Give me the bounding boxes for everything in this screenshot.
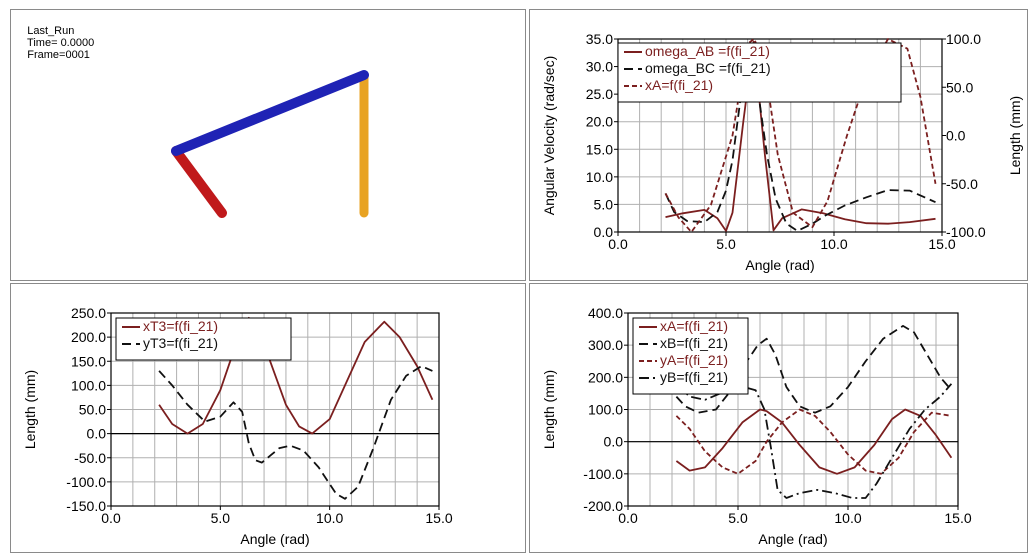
y-tick-label: 100.0	[588, 402, 623, 418]
legend-entry: xA=f(fi_21)	[660, 318, 728, 334]
coupler-link	[171, 70, 369, 156]
y-tick-label: -150.0	[66, 498, 106, 514]
y-axis-label: Angular Velocity (rad/sec)	[541, 56, 557, 216]
y-tick-label: -100.0	[583, 466, 623, 482]
ab-length-chart: 0.0 5.0 10.0 15.0 -200.0 -100.0 0.0 100.0 200.0 3…	[529, 283, 1028, 553]
time-label: Time= 0.0000	[27, 37, 95, 49]
series-line-1	[664, 54, 936, 232]
legend-box	[632, 317, 749, 395]
x-tick-label: 10.0	[316, 510, 343, 526]
legend-entry: omega_AB =f(fi_21)	[645, 43, 770, 59]
y-axis-label: Length (mm)	[541, 370, 557, 449]
legend-entry: omega_BC =f(fi_21)	[645, 60, 771, 76]
y-tick-label: -100.0	[66, 474, 106, 490]
legend-box	[617, 42, 902, 103]
legend-entry: yA=f(fi_21)	[660, 352, 728, 368]
angular-velocity-plot: 0.0 5.0 10.0 15.0 0.0 5.0 10.0 15.0 20.0 25.0 30.0…	[541, 31, 1023, 273]
x-axis-label: Angle (rad)	[745, 257, 814, 273]
y-axis-label: Length (mm)	[22, 370, 38, 449]
x-tick-label: 0.0	[101, 510, 121, 526]
x-tick-label: 10.0	[834, 510, 861, 526]
y-tick-label: 30.0	[586, 59, 613, 75]
series-line-2	[664, 38, 937, 233]
y-tick-label: 200.0	[71, 329, 106, 345]
x-axis-label: Angle (rad)	[240, 531, 309, 547]
y-tick-label: 20.0	[586, 114, 613, 130]
status-bar: Last_Run Time= 0.0000 Frame=0001	[15, 13, 104, 73]
y-tick-label: 0.0	[604, 434, 624, 450]
x-tick-label: 15.0	[944, 510, 971, 526]
series-line-1	[158, 365, 433, 500]
series-line-3	[675, 383, 953, 499]
t3-length-plot: 0.0 5.0 10.0 15.0 -150.0 -100.0 -50.0 0.0 50.0 10…	[22, 305, 453, 547]
y-tick-label: 25.0	[586, 86, 613, 102]
legend-entry: yB=f(fi_21)	[660, 369, 728, 385]
run-name: Last_Run	[27, 25, 75, 37]
animation-viewport[interactable]: Last_Run Time= 0.0000 Frame=0001	[10, 9, 526, 281]
legend: omega_AB =f(fi_21)omega_BC =f(fi_21)xA=f…	[617, 42, 902, 103]
t3-length-chart: 0.0 5.0 10.0 15.0 -150.0 -100.0 -50.0 0.0 50.0 10…	[10, 283, 526, 553]
legend-box	[115, 317, 292, 361]
y-tick-label: 400.0	[588, 305, 623, 321]
series-line-0	[158, 316, 434, 435]
legend-entry: xT3=f(fi_21)	[143, 318, 218, 334]
y2-tick-label: 100.0	[946, 31, 981, 47]
mechanism-view	[171, 70, 369, 218]
legend: xA=f(fi_21)xB=f(fi_21)yA=f(fi_21)yB=f(fi…	[632, 317, 749, 395]
x-tick-label: 5.0	[716, 236, 736, 252]
legend-entry: xA=f(fi_21)	[645, 77, 713, 93]
y2-tick-label: 50.0	[946, 79, 973, 95]
y-tick-label: -50.0	[74, 450, 106, 466]
series-line-0	[675, 408, 953, 475]
y-tick-label: -200.0	[583, 498, 623, 514]
legend-entry: yT3=f(fi_21)	[143, 335, 218, 351]
y2-tick-label: -100.0	[946, 224, 986, 240]
x-tick-label: 5.0	[728, 510, 748, 526]
x-tick-label: 5.0	[211, 510, 231, 526]
y-tick-label: 200.0	[588, 369, 623, 385]
y-tick-label: 50.0	[79, 402, 106, 418]
legend: xT3=f(fi_21)yT3=f(fi_21)	[115, 317, 292, 361]
ab-length-plot: 0.0 5.0 10.0 15.0 -200.0 -100.0 0.0 100.0 200.0 3…	[541, 305, 972, 547]
series-line-0	[665, 40, 936, 232]
y-tick-label: 100.0	[71, 377, 106, 393]
y2-axis-label: Length (mm)	[1007, 96, 1023, 175]
y2-tick-label: -50.0	[946, 176, 978, 192]
x-tick-label: 0.0	[608, 236, 628, 252]
y-tick-label: 0.0	[594, 224, 614, 240]
y-tick-label: 300.0	[588, 337, 623, 353]
x-tick-label: 15.0	[928, 236, 955, 252]
y-tick-label: 35.0	[586, 31, 613, 47]
frame-label: Frame=0001	[27, 49, 90, 61]
y-tick-label: 10.0	[586, 169, 613, 185]
y-tick-label: 150.0	[71, 353, 106, 369]
y2-tick-label: 0.0	[946, 128, 966, 144]
x-axis-label: Angle (rad)	[758, 531, 827, 547]
y-tick-label: 15.0	[586, 141, 613, 157]
y-tick-label: 0.0	[87, 426, 107, 442]
x-tick-label: 15.0	[425, 510, 452, 526]
legend-entry: xB=f(fi_21)	[660, 335, 728, 351]
x-tick-label: 10.0	[820, 236, 847, 252]
crank-link	[171, 146, 227, 218]
y-tick-label: 250.0	[71, 305, 106, 321]
x-tick-label: 0.0	[618, 510, 638, 526]
angular-velocity-chart: 0.0 5.0 10.0 15.0 0.0 5.0 10.0 15.0 20.0 25.0 30.0…	[529, 9, 1028, 281]
y-tick-label: 5.0	[594, 196, 614, 212]
series-line-2	[675, 408, 952, 475]
